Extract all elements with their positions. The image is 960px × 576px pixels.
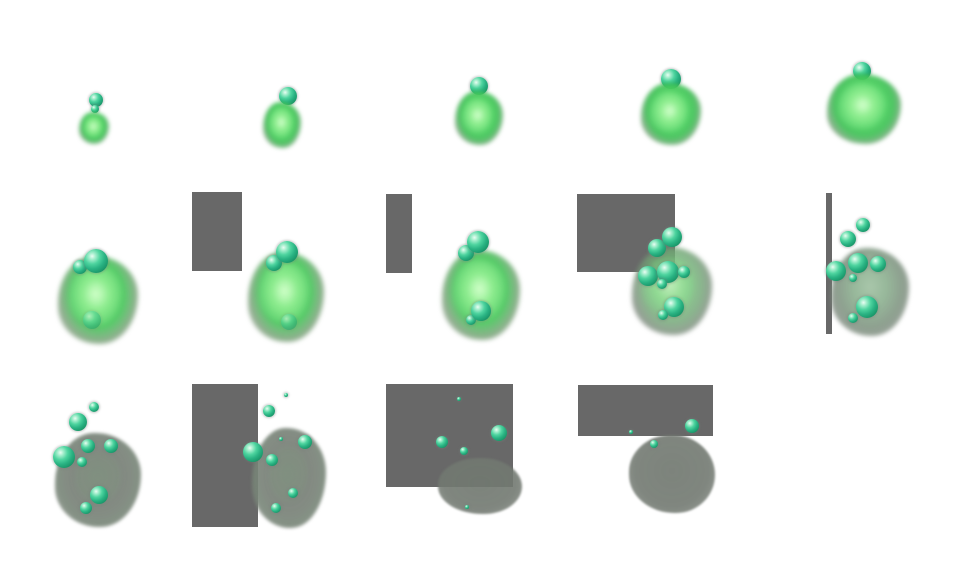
cloud-puff (629, 435, 715, 513)
cloud-puff (462, 99, 492, 133)
bubble-sphere (466, 315, 476, 325)
bubble-sphere (91, 105, 99, 113)
bubble-sphere (53, 446, 75, 468)
bubble-sphere (84, 249, 108, 273)
cloud-puff (269, 108, 293, 138)
bubble-sphere (281, 314, 297, 330)
cloud-puff (838, 83, 886, 129)
bubble-sphere (491, 425, 507, 441)
bubble-sphere (638, 266, 658, 286)
bubble-sphere (89, 402, 99, 412)
bubble-sphere (69, 413, 87, 431)
bubble-sphere (465, 505, 469, 509)
bubble-sphere (657, 279, 667, 289)
bubble-sphere (470, 77, 488, 95)
bubble-sphere (657, 261, 679, 283)
bubble-sphere (90, 486, 108, 504)
bubble-sphere (629, 430, 633, 434)
bubble-sphere (848, 313, 858, 323)
bubble-sphere (263, 405, 275, 417)
bubble-sphere (460, 447, 468, 455)
cloud-puff (438, 458, 522, 514)
bubble-sphere (279, 437, 283, 441)
bubble-sphere (648, 239, 666, 257)
gray-artifact-rect (192, 192, 242, 271)
bubble-sphere (243, 442, 263, 462)
bubble-sphere (471, 301, 491, 321)
bubble-sphere (856, 296, 878, 318)
bubble-sphere (467, 231, 489, 253)
cloud-puff (650, 92, 688, 132)
bubble-sphere (685, 419, 699, 433)
gray-artifact-rect (386, 194, 412, 273)
bubble-sphere (81, 439, 95, 453)
bubble-sphere (279, 87, 297, 105)
bubble-sphere (826, 261, 846, 281)
bubble-sphere (840, 231, 856, 247)
bubble-sphere (664, 297, 684, 317)
bubble-sphere (650, 440, 658, 448)
bubble-sphere (80, 502, 92, 514)
bubble-sphere (104, 439, 118, 453)
bubble-sphere (276, 241, 298, 263)
bubble-sphere (298, 435, 312, 449)
bubble-sphere (77, 457, 87, 467)
bubble-sphere (89, 93, 103, 107)
bubble-sphere (266, 454, 278, 466)
bubble-sphere (870, 256, 886, 272)
bubble-sphere (83, 311, 101, 329)
bubble-sphere (457, 397, 461, 401)
bubble-sphere (662, 227, 682, 247)
bubble-sphere (848, 253, 868, 273)
bubble-sphere (856, 218, 870, 232)
bubble-sphere (271, 503, 281, 513)
bubble-sphere (284, 393, 288, 397)
cloud-puff (84, 117, 102, 137)
bubble-sphere (678, 266, 690, 278)
cloud-puff (259, 262, 309, 322)
bubble-sphere (658, 310, 668, 320)
bubble-sphere (288, 488, 298, 498)
bubble-sphere (436, 436, 448, 448)
bubble-sphere (73, 260, 87, 274)
bubble-sphere (849, 274, 857, 282)
